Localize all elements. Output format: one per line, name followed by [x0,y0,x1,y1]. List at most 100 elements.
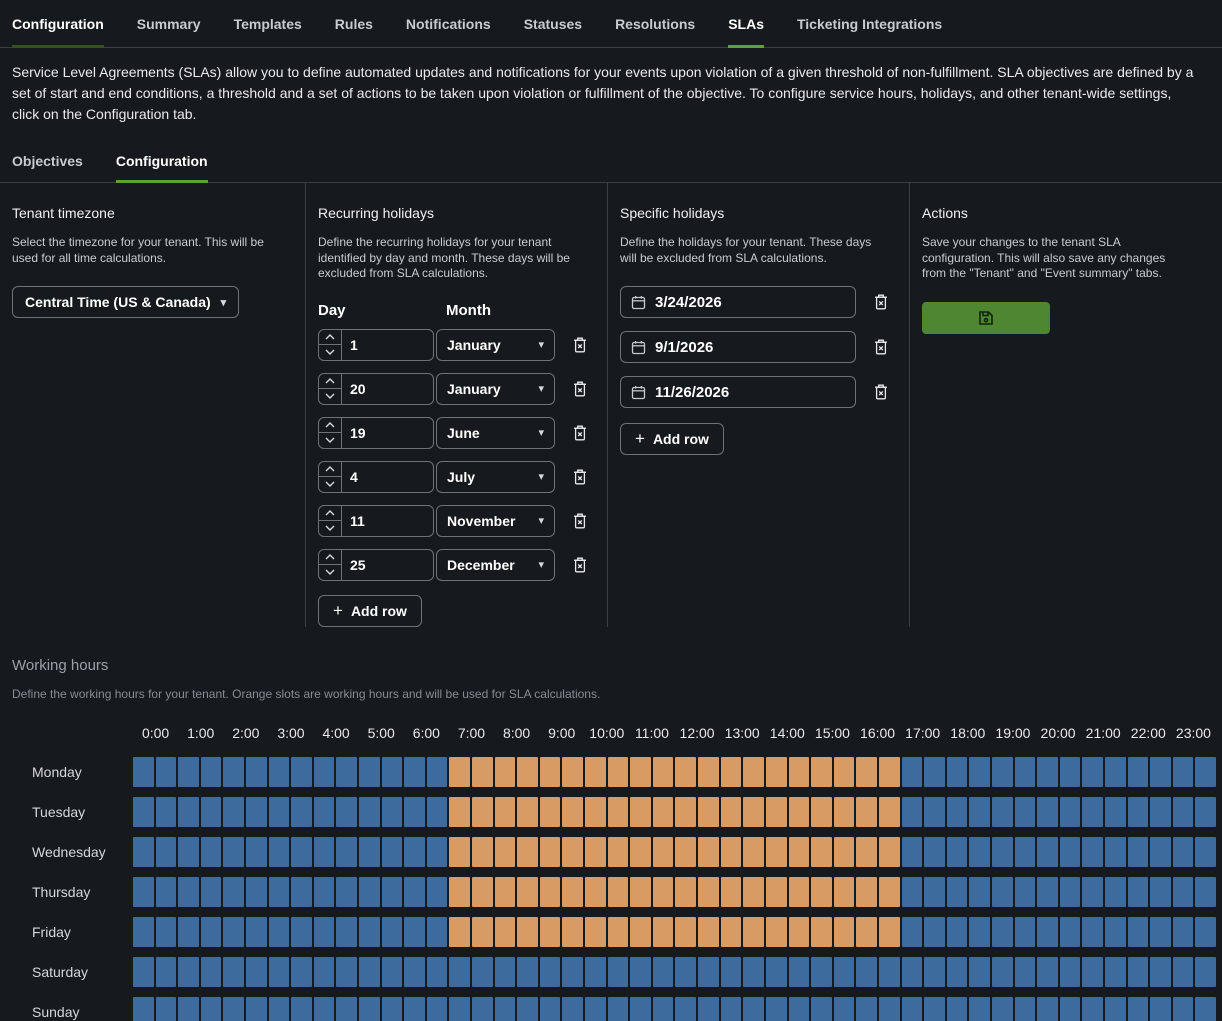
non-working-slot[interactable] [924,996,945,1021]
working-slot[interactable] [607,836,629,867]
non-working-slot[interactable] [223,836,245,867]
non-working-slot[interactable] [313,796,335,827]
working-slot[interactable] [585,756,606,787]
day-input[interactable] [342,461,433,492]
day-input[interactable] [342,329,433,360]
non-working-slot[interactable] [133,996,154,1021]
working-slot[interactable] [788,836,810,867]
non-working-slot[interactable] [1104,796,1126,827]
date-input[interactable]: 3/24/2026 [620,286,856,318]
non-working-slot[interactable] [969,876,990,907]
non-working-slot[interactable] [291,956,312,987]
non-working-slot[interactable] [856,956,877,987]
working-slot[interactable] [630,836,651,867]
non-working-slot[interactable] [336,836,358,867]
working-slot[interactable] [856,796,877,827]
working-slot[interactable] [630,916,651,947]
non-working-slot[interactable] [517,996,538,1021]
non-working-slot[interactable] [946,996,968,1021]
non-working-slot[interactable] [1014,916,1036,947]
non-working-slot[interactable] [765,996,787,1021]
non-working-slot[interactable] [291,756,312,787]
non-working-slot[interactable] [1082,876,1103,907]
working-slot[interactable] [811,756,832,787]
non-working-slot[interactable] [200,916,222,947]
spinner-down-button[interactable] [319,476,341,492]
working-slot[interactable] [562,916,584,947]
working-slot[interactable] [811,876,832,907]
working-slot[interactable] [856,876,877,907]
non-working-slot[interactable] [155,796,177,827]
non-working-slot[interactable] [878,996,900,1021]
non-working-slot[interactable] [268,916,290,947]
working-slot[interactable] [765,916,787,947]
non-working-slot[interactable] [969,956,990,987]
non-working-slot[interactable] [1150,836,1171,867]
non-working-slot[interactable] [1127,996,1149,1021]
non-working-slot[interactable] [155,956,177,987]
spinner-down-button[interactable] [319,344,341,360]
non-working-slot[interactable] [268,996,290,1021]
non-working-slot[interactable] [765,956,787,987]
delete-recurring-row-button[interactable] [573,337,587,353]
non-working-slot[interactable] [720,996,742,1021]
non-working-slot[interactable] [1150,876,1171,907]
non-working-slot[interactable] [426,996,448,1021]
working-slot[interactable] [675,796,697,827]
working-slot[interactable] [720,756,742,787]
date-input[interactable]: 11/26/2026 [620,376,856,408]
working-slot[interactable] [630,796,651,827]
working-slot[interactable] [811,796,832,827]
non-working-slot[interactable] [246,916,267,947]
non-working-slot[interactable] [1104,956,1126,987]
spinner-up-button[interactable] [319,506,341,521]
non-working-slot[interactable] [1150,956,1171,987]
non-working-slot[interactable] [1195,916,1216,947]
working-slot[interactable] [675,756,697,787]
non-working-slot[interactable] [924,796,945,827]
working-slot[interactable] [833,796,855,827]
non-working-slot[interactable] [901,796,923,827]
working-slot[interactable] [449,836,471,867]
working-slot[interactable] [833,876,855,907]
non-working-slot[interactable] [359,756,380,787]
working-slot[interactable] [833,836,855,867]
non-working-slot[interactable] [1104,756,1126,787]
non-working-slot[interactable] [698,956,719,987]
working-slot[interactable] [788,796,810,827]
non-working-slot[interactable] [1059,996,1081,1021]
working-slot[interactable] [517,836,538,867]
non-working-slot[interactable] [969,996,990,1021]
spinner-up-button[interactable] [319,550,341,565]
working-slot[interactable] [856,836,877,867]
non-working-slot[interactable] [404,756,425,787]
non-working-slot[interactable] [1014,996,1036,1021]
working-slot[interactable] [449,916,471,947]
non-working-slot[interactable] [1059,876,1081,907]
non-working-slot[interactable] [969,796,990,827]
non-working-slot[interactable] [924,956,945,987]
working-slot[interactable] [878,916,900,947]
non-working-slot[interactable] [1082,796,1103,827]
non-working-slot[interactable] [133,876,154,907]
non-working-slot[interactable] [336,996,358,1021]
non-working-slot[interactable] [246,956,267,987]
working-slot[interactable] [675,836,697,867]
day-input[interactable] [342,417,433,448]
non-working-slot[interactable] [1195,756,1216,787]
non-working-slot[interactable] [901,836,923,867]
non-working-slot[interactable] [246,836,267,867]
non-working-slot[interactable] [472,996,493,1021]
non-working-slot[interactable] [1104,876,1126,907]
non-working-slot[interactable] [1014,956,1036,987]
working-slot[interactable] [878,836,900,867]
non-working-slot[interactable] [901,876,923,907]
non-working-slot[interactable] [1150,756,1171,787]
working-slot[interactable] [720,916,742,947]
working-slot[interactable] [517,916,538,947]
add-specific-row-button[interactable]: + Add row [620,423,724,455]
non-working-slot[interactable] [223,796,245,827]
working-slot[interactable] [698,916,719,947]
tab-notifications[interactable]: Notifications [405,15,491,32]
working-slot[interactable] [811,836,832,867]
